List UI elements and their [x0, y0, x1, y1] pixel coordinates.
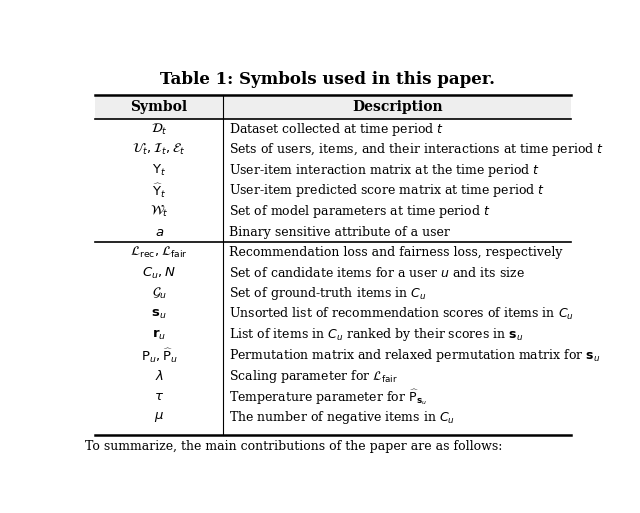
Text: $\mathbf{s}_u$: $\mathbf{s}_u$: [152, 308, 167, 321]
Text: Scaling parameter for $\mathcal{L}_\mathrm{fair}$: Scaling parameter for $\mathcal{L}_\math…: [229, 368, 398, 385]
Text: Description: Description: [352, 100, 442, 114]
Text: Binary sensitive attribute of a user: Binary sensitive attribute of a user: [229, 226, 451, 239]
Text: $\widehat{\mathrm{Y}}_t$: $\widehat{\mathrm{Y}}_t$: [152, 182, 166, 200]
Text: $\mathcal{W}_t$: $\mathcal{W}_t$: [150, 204, 168, 219]
Text: User-item predicted score matrix at time period $t$: User-item predicted score matrix at time…: [229, 183, 545, 200]
Text: The number of negative items in $C_u$: The number of negative items in $C_u$: [229, 409, 456, 426]
Text: $\tau$: $\tau$: [154, 390, 164, 403]
Text: $a$: $a$: [154, 226, 164, 239]
Text: Temperature parameter for $\widehat{\mathrm{P}}_{\mathbf{s}_u}$: Temperature parameter for $\widehat{\mat…: [229, 387, 428, 407]
Text: Set of ground-truth items in $C_u$: Set of ground-truth items in $C_u$: [229, 285, 427, 302]
Text: Dataset collected at time period $t$: Dataset collected at time period $t$: [229, 121, 444, 137]
Text: $\mathcal{G}_u$: $\mathcal{G}_u$: [152, 286, 167, 301]
Text: Set of model parameters at time period $t$: Set of model parameters at time period $…: [229, 203, 491, 220]
Text: $\mu$: $\mu$: [154, 410, 164, 424]
Text: $\mathcal{D}_t$: $\mathcal{D}_t$: [151, 122, 168, 136]
Text: $\mathcal{U}_t, \mathcal{I}_t, \mathcal{E}_t$: $\mathcal{U}_t, \mathcal{I}_t, \mathcal{…: [132, 142, 186, 157]
Text: Set of candidate items for a user $u$ and its size: Set of candidate items for a user $u$ an…: [229, 266, 525, 280]
Text: Permutation matrix and relaxed permutation matrix for $\mathbf{s}_u$: Permutation matrix and relaxed permutati…: [229, 347, 601, 364]
Text: Symbol: Symbol: [131, 100, 188, 114]
Text: User-item interaction matrix at the time period $t$: User-item interaction matrix at the time…: [229, 162, 540, 179]
Text: $\mathrm{Y}_t$: $\mathrm{Y}_t$: [152, 163, 166, 178]
Text: $C_u, N$: $C_u, N$: [142, 266, 176, 281]
Text: Table 1: Symbols used in this paper.: Table 1: Symbols used in this paper.: [161, 71, 495, 88]
Text: List of items in $C_u$ ranked by their scores in $\mathbf{s}_u$: List of items in $C_u$ ranked by their s…: [229, 326, 524, 344]
Text: Recommendation loss and fairness loss, respectively: Recommendation loss and fairness loss, r…: [229, 246, 563, 259]
Text: Unsorted list of recommendation scores of items in $C_u$: Unsorted list of recommendation scores o…: [229, 306, 574, 323]
Text: Sets of users, items, and their interactions at time period $t$: Sets of users, items, and their interact…: [229, 141, 604, 158]
Text: To summarize, the main contributions of the paper are as follows:: To summarize, the main contributions of …: [85, 440, 502, 453]
Text: $\mathrm{P}_u, \widehat{\mathrm{P}}_u$: $\mathrm{P}_u, \widehat{\mathrm{P}}_u$: [141, 346, 177, 365]
Text: $\mathbf{r}_u$: $\mathbf{r}_u$: [152, 328, 166, 342]
Text: $\mathcal{L}_\mathrm{rec}, \mathcal{L}_\mathrm{fair}$: $\mathcal{L}_\mathrm{rec}, \mathcal{L}_\…: [131, 245, 188, 260]
Text: $\lambda$: $\lambda$: [155, 369, 164, 383]
Bar: [95, 95, 571, 119]
